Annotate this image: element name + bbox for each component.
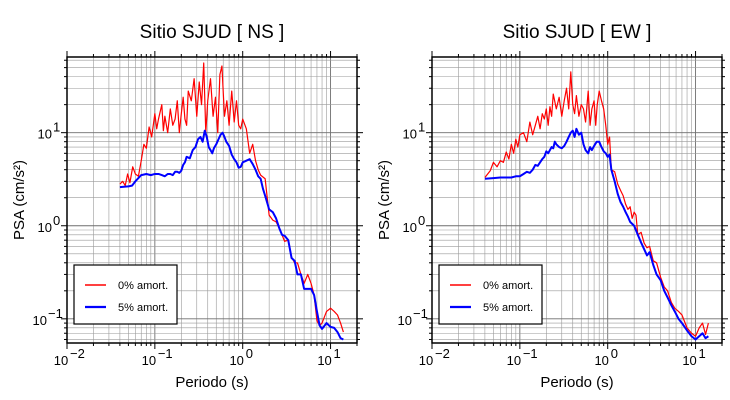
x-tick-label: 10 xyxy=(682,353,696,368)
x-tick-label: 10 xyxy=(594,353,608,368)
x-tick-label-exponent: 1 xyxy=(699,346,706,361)
axis-ticks xyxy=(61,51,363,349)
y-axis-label: PSA (cm/s²) xyxy=(11,160,28,240)
x-axis-label: Periodo (s) xyxy=(175,374,248,391)
plot-frame xyxy=(66,56,358,344)
x-tick-label-exponent: −1 xyxy=(158,346,173,361)
y-tick-label-exponent: 0 xyxy=(53,213,60,228)
series-line-amort-5 xyxy=(119,129,344,341)
y-tick-label-exponent: 1 xyxy=(418,120,425,135)
x-tick-label: 10 xyxy=(507,353,521,368)
y-tick-label-exponent: 0 xyxy=(418,213,425,228)
y-tick-label-exponent: −1 xyxy=(48,306,63,321)
legend-box xyxy=(438,264,543,325)
chart-title: Sitio SJUD [ NS ] xyxy=(140,22,285,43)
x-tick-label: 10 xyxy=(142,353,156,368)
series-line-amort-5 xyxy=(484,127,709,341)
grid xyxy=(66,57,358,343)
x-tick-label: 10 xyxy=(54,353,68,368)
legend-label: 0% amort. xyxy=(118,280,168,292)
legend-label: 5% amort. xyxy=(118,302,168,314)
y-tick-label-exponent: 1 xyxy=(53,120,60,135)
x-axis-label: Periodo (s) xyxy=(540,374,613,391)
x-tick-label-exponent: 1 xyxy=(334,346,341,361)
chart-title: Sitio SJUD [ EW ] xyxy=(503,22,652,43)
y-tick-label: 10 xyxy=(403,127,417,142)
y-tick-label: 10 xyxy=(403,220,417,235)
legend: 0% amort. 5% amort. xyxy=(438,264,543,325)
x-tick-label-exponent: −1 xyxy=(523,346,538,361)
x-tick-label-exponent: −2 xyxy=(70,346,85,361)
legend: 0% amort. 5% amort. xyxy=(73,264,178,325)
axis-ticks xyxy=(426,51,728,349)
y-tick-label: 10 xyxy=(38,220,52,235)
plot-frame xyxy=(431,56,723,344)
legend-label: 0% amort. xyxy=(483,280,533,292)
y-tick-label: 10 xyxy=(33,313,47,328)
x-tick-label: 10 xyxy=(419,353,433,368)
x-tick-label-exponent: 0 xyxy=(611,346,618,361)
x-tick-label-exponent: −2 xyxy=(435,346,450,361)
y-tick-label: 10 xyxy=(398,313,412,328)
y-tick-label: 10 xyxy=(38,127,52,142)
y-tick-label-exponent: −1 xyxy=(413,306,428,321)
x-tick-label-exponent: 0 xyxy=(246,346,253,361)
y-axis-label: PSA (cm/s²) xyxy=(376,160,393,240)
legend-label: 5% amort. xyxy=(483,302,533,314)
x-tick-label: 10 xyxy=(317,353,331,368)
series-line-amort-0 xyxy=(119,62,344,333)
legend-box xyxy=(73,264,178,325)
series-line-amort-0 xyxy=(484,71,709,337)
x-tick-label: 10 xyxy=(229,353,243,368)
